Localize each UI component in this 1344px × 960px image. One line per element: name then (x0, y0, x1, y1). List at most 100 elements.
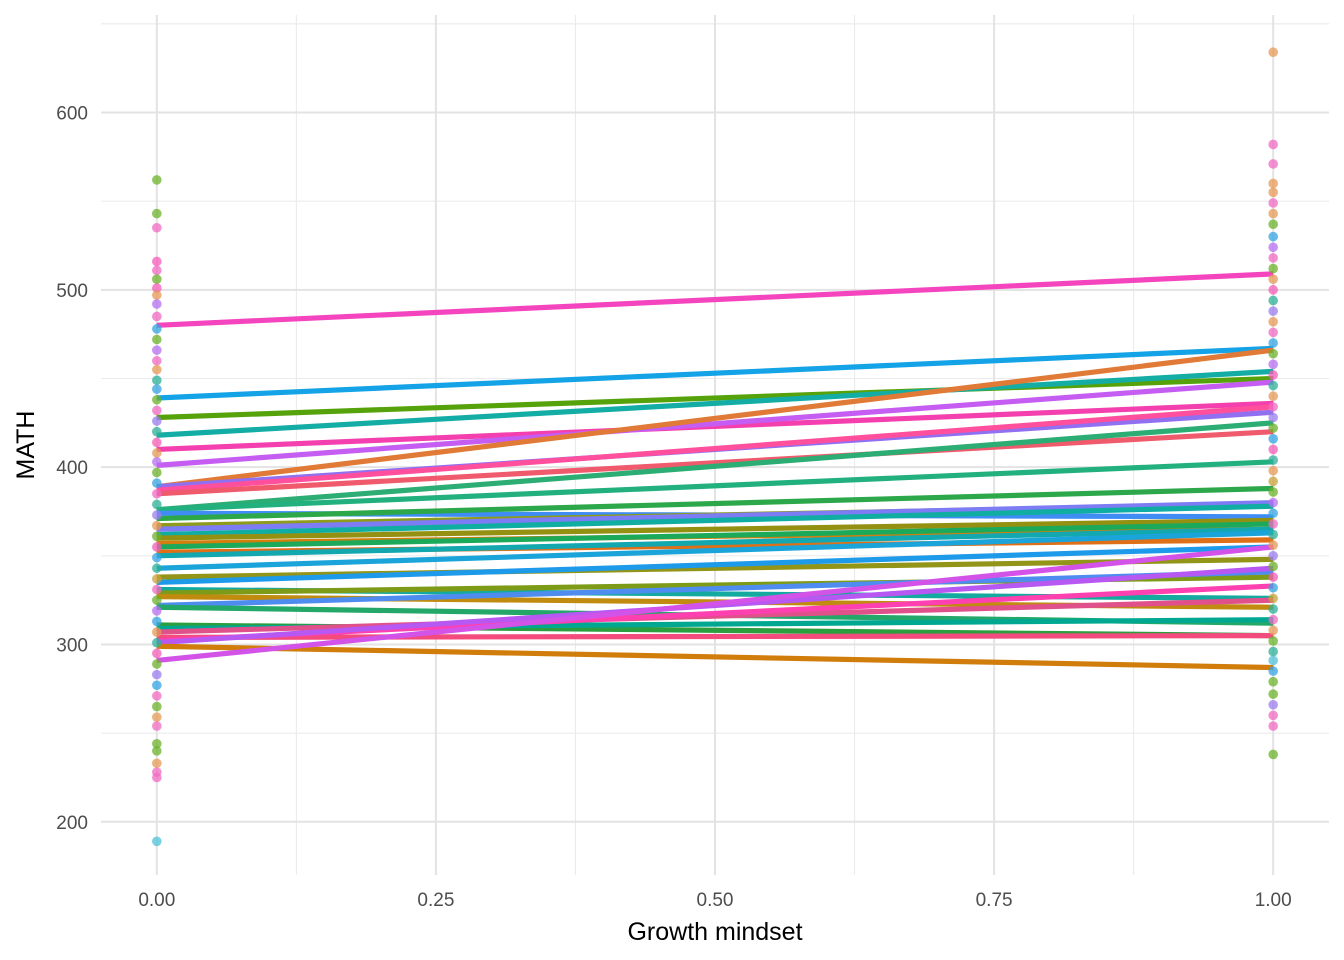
data-point-x1-33 (1268, 487, 1278, 497)
data-point-x1-55 (1268, 721, 1278, 731)
y-axis-title: MATH (12, 411, 40, 480)
data-point-x0-18 (152, 394, 162, 405)
data-point-x0-16 (152, 375, 162, 386)
series-line-22 (156, 526, 1274, 559)
regression-lines (156, 271, 1274, 671)
data-point-x1-41 (1268, 572, 1278, 582)
series-line-37 (156, 643, 1274, 671)
data-point-x1-45 (1268, 614, 1278, 625)
data-point-x0-40 (152, 627, 162, 637)
data-point-x0-29 (152, 510, 162, 520)
data-point-x0-38 (152, 605, 162, 616)
series-line-10 (156, 429, 1274, 497)
data-point-x1-19 (1268, 338, 1278, 348)
data-point-x0-30 (152, 520, 162, 531)
data-point-x0-51 (152, 746, 162, 756)
data-point-x0-3 (152, 222, 162, 233)
data-point-x0-43 (152, 659, 162, 669)
data-point-x0-44 (152, 669, 162, 680)
x-tick-label: 1.00 (1255, 890, 1292, 911)
data-point-x1-44 (1268, 604, 1278, 614)
data-point-x1-30 (1268, 455, 1278, 465)
data-point-x1-29 (1268, 444, 1278, 455)
data-point-x0-49 (152, 721, 162, 731)
data-point-x1-50 (1268, 666, 1278, 676)
data-point-x0-35 (152, 574, 162, 584)
data-point-x1-17 (1268, 316, 1278, 327)
data-point-x1-21 (1268, 359, 1278, 370)
data-point-x1-48 (1268, 646, 1278, 657)
data-point-x1-18 (1268, 327, 1278, 338)
series-line-12 (156, 459, 1274, 513)
series-line-2 (156, 345, 1274, 401)
data-point-x1-2 (1268, 139, 1278, 150)
data-point-x0-37 (152, 595, 162, 605)
data-point-x1-14 (1268, 285, 1278, 295)
data-point-x1-8 (1268, 219, 1278, 230)
data-point-x0-46 (152, 691, 162, 701)
data-point-x0-10 (152, 311, 162, 322)
data-point-x1-32 (1268, 476, 1278, 487)
x-tick-labels: 0.00 0.25 0.50 0.75 1.00 (138, 890, 1291, 911)
data-point-x1-34 (1268, 497, 1278, 508)
data-point-x1-27 (1268, 423, 1278, 433)
series-line-25 (156, 544, 1274, 586)
series-line-7 (156, 347, 1274, 490)
data-point-x1-52 (1268, 689, 1278, 699)
data-point-x1-28 (1268, 433, 1278, 444)
x-tick-label: 0.25 (417, 890, 454, 911)
data-point-x0-13 (152, 345, 162, 355)
y-tick-label: 300 (56, 635, 88, 656)
data-point-x0-31 (152, 531, 162, 542)
series-line-9 (156, 404, 1274, 493)
data-point-x0-23 (152, 448, 162, 458)
data-point-x0-15 (152, 364, 162, 375)
series-line-5 (156, 400, 1274, 453)
data-point-x1-15 (1268, 295, 1278, 306)
data-point-x1-53 (1268, 699, 1278, 710)
data-point-x0-41 (152, 637, 162, 648)
data-point-x1-12 (1268, 263, 1278, 274)
series-line-29 (156, 569, 1274, 609)
data-point-x0-28 (152, 499, 162, 510)
data-point-x1-3 (1268, 159, 1278, 169)
series-line-33 (156, 597, 1274, 635)
data-point-x1-51 (1268, 676, 1278, 687)
x-tick-label: 0.75 (976, 890, 1013, 911)
data-point-x1-47 (1268, 636, 1278, 646)
series-line-18 (156, 517, 1274, 541)
data-points (152, 47, 1278, 847)
data-point-x0-42 (152, 648, 162, 659)
data-point-x0-39 (152, 616, 162, 627)
data-point-x1-7 (1268, 208, 1278, 219)
data-point-x1-10 (1268, 242, 1278, 253)
y-tick-labels: 200 300 400 500 600 (56, 104, 88, 834)
data-point-x0-6 (152, 274, 162, 285)
data-point-x1-54 (1268, 710, 1278, 721)
data-point-x0-5 (152, 265, 162, 276)
series-line-38 (156, 544, 1274, 664)
data-point-x0-2 (152, 208, 162, 219)
series-line-1 (156, 271, 1274, 328)
data-point-x1-39 (1268, 551, 1278, 561)
x-tick-label: 0.00 (138, 890, 175, 911)
data-point-x0-7 (152, 283, 162, 293)
series-line-4 (156, 368, 1274, 438)
data-point-x0-50 (152, 738, 162, 749)
data-point-x1-31 (1268, 465, 1278, 476)
data-point-x0-21 (152, 426, 162, 437)
data-point-x0-24 (152, 457, 162, 467)
series-line-6 (156, 379, 1274, 468)
data-point-x0-34 (152, 563, 162, 574)
data-point-x0-11 (152, 324, 162, 334)
data-point-x0-54 (152, 772, 162, 783)
data-point-x1-11 (1268, 253, 1278, 263)
data-point-x1-6 (1268, 198, 1278, 208)
y-tick-label: 500 (56, 281, 88, 302)
data-point-x1-37 (1268, 529, 1278, 540)
data-point-x1-16 (1268, 306, 1278, 316)
series-line-11 (156, 420, 1274, 513)
data-point-x1-36 (1268, 519, 1278, 529)
data-point-x1-26 (1268, 412, 1278, 423)
